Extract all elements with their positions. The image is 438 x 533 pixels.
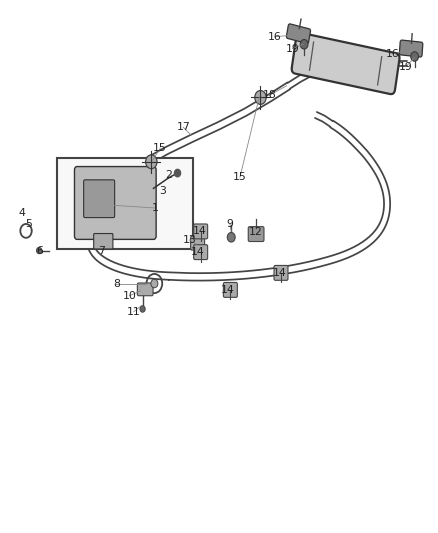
Text: 7: 7 bbox=[98, 246, 105, 255]
Text: 5: 5 bbox=[26, 219, 32, 229]
Text: 19: 19 bbox=[286, 44, 299, 53]
Text: 11: 11 bbox=[127, 306, 141, 317]
FancyBboxPatch shape bbox=[138, 283, 153, 296]
FancyBboxPatch shape bbox=[94, 233, 113, 249]
FancyBboxPatch shape bbox=[223, 282, 237, 297]
Circle shape bbox=[174, 169, 180, 177]
Text: 1: 1 bbox=[152, 203, 159, 213]
Text: 16: 16 bbox=[268, 32, 282, 42]
FancyBboxPatch shape bbox=[194, 245, 208, 260]
Text: 15: 15 bbox=[153, 143, 167, 154]
FancyBboxPatch shape bbox=[74, 166, 156, 239]
Text: 14: 14 bbox=[272, 268, 286, 278]
FancyBboxPatch shape bbox=[292, 33, 399, 94]
Text: 19: 19 bbox=[399, 62, 413, 71]
Text: 8: 8 bbox=[113, 279, 120, 288]
Circle shape bbox=[227, 232, 235, 242]
Text: 2: 2 bbox=[166, 170, 172, 180]
FancyBboxPatch shape bbox=[84, 180, 115, 217]
Circle shape bbox=[36, 247, 42, 254]
Text: 13: 13 bbox=[183, 235, 196, 245]
Text: 9: 9 bbox=[226, 219, 233, 229]
Circle shape bbox=[151, 279, 158, 288]
FancyBboxPatch shape bbox=[274, 265, 288, 280]
Bar bbox=[57, 158, 193, 249]
Text: 17: 17 bbox=[177, 122, 190, 132]
FancyBboxPatch shape bbox=[286, 24, 311, 44]
Circle shape bbox=[411, 52, 419, 61]
Text: 4: 4 bbox=[18, 208, 25, 219]
Circle shape bbox=[255, 91, 266, 104]
Text: 14: 14 bbox=[190, 247, 204, 256]
Circle shape bbox=[300, 39, 308, 49]
Text: 18: 18 bbox=[262, 90, 276, 100]
Text: 3: 3 bbox=[159, 186, 166, 196]
Circle shape bbox=[146, 155, 157, 168]
Text: 14: 14 bbox=[221, 286, 235, 295]
Text: 12: 12 bbox=[249, 227, 263, 237]
Text: 6: 6 bbox=[36, 246, 43, 255]
Text: 10: 10 bbox=[123, 290, 136, 301]
FancyBboxPatch shape bbox=[248, 227, 264, 241]
FancyBboxPatch shape bbox=[399, 40, 423, 57]
FancyBboxPatch shape bbox=[191, 236, 205, 250]
Text: 16: 16 bbox=[386, 49, 399, 59]
Circle shape bbox=[140, 306, 145, 312]
Text: 14: 14 bbox=[192, 226, 206, 236]
Text: 15: 15 bbox=[233, 172, 247, 182]
FancyBboxPatch shape bbox=[194, 224, 208, 239]
